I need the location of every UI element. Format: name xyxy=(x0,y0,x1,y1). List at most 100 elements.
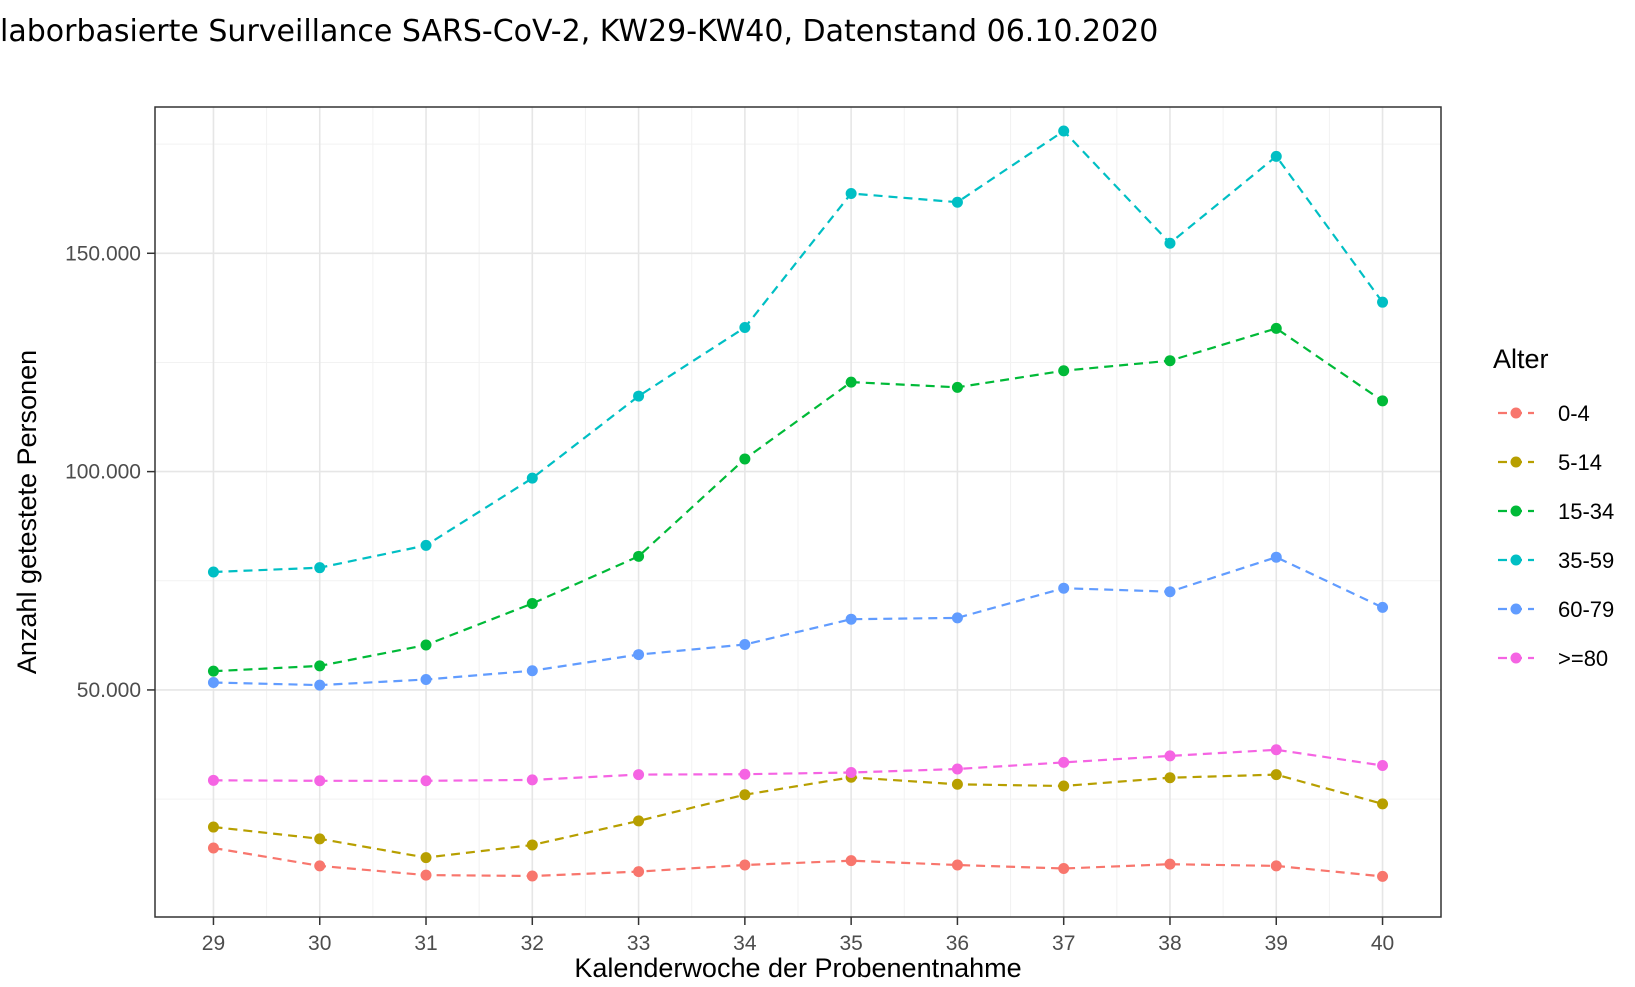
data-point xyxy=(1164,586,1176,598)
data-point xyxy=(1164,772,1176,784)
series-line-0 xyxy=(213,846,1383,878)
legend-label: 5-14 xyxy=(1558,450,1602,475)
data-point xyxy=(1164,237,1176,249)
data-point xyxy=(633,649,645,661)
data-point xyxy=(739,322,751,334)
x-tick-label: 34 xyxy=(733,932,757,955)
data-point xyxy=(1377,395,1389,407)
data-point xyxy=(1058,780,1070,792)
y-tick-label: 50.000 xyxy=(77,679,141,702)
data-point xyxy=(1164,750,1176,762)
legend-title: Alter xyxy=(1493,344,1549,374)
legend-label: 15-34 xyxy=(1558,499,1614,524)
y-tick-label: 150.000 xyxy=(65,242,141,265)
data-point xyxy=(633,390,645,402)
data-point xyxy=(951,859,963,871)
legend-key-point xyxy=(1510,554,1522,566)
data-point xyxy=(1164,355,1176,367)
axes: 29 30 31 32 33 34 35 36 37 38 39 40 50.000 100.000 150… xyxy=(65,242,1394,955)
data-point xyxy=(633,866,645,878)
legend-key-point xyxy=(1510,505,1522,517)
data-point xyxy=(1058,863,1070,875)
legend-label: 0-4 xyxy=(1558,401,1590,426)
data-point xyxy=(526,597,538,609)
data-point xyxy=(1270,150,1282,162)
x-tick-label: 36 xyxy=(946,932,969,955)
data-point xyxy=(845,376,857,388)
data-point xyxy=(1058,365,1070,377)
data-point xyxy=(420,673,432,685)
data-point xyxy=(845,187,857,199)
legend-key-point xyxy=(1510,652,1522,664)
page-title: laborbasierte Surveillance SARS-CoV-2, K… xyxy=(0,14,1159,49)
series-lines xyxy=(207,125,1389,882)
data-point xyxy=(314,562,326,574)
x-tick-label: 35 xyxy=(839,932,862,955)
data-point xyxy=(1270,860,1282,872)
data-point xyxy=(739,639,751,651)
data-point xyxy=(1058,582,1070,594)
legend-label: >=80 xyxy=(1558,646,1608,671)
data-point xyxy=(845,766,857,778)
y-tick-label: 100.000 xyxy=(65,461,141,484)
legend-key-point xyxy=(1510,603,1522,615)
data-point xyxy=(1377,798,1389,810)
data-point xyxy=(633,815,645,827)
data-point xyxy=(207,665,219,677)
data-point xyxy=(207,842,219,854)
data-point xyxy=(207,677,219,689)
x-tick-label: 29 xyxy=(202,932,225,955)
data-point xyxy=(1058,125,1070,137)
y-axis-title: Anzahl getestete Personen xyxy=(12,350,42,674)
data-point xyxy=(633,550,645,562)
data-point xyxy=(739,768,751,780)
legend-label: 60-79 xyxy=(1558,597,1614,622)
data-point xyxy=(207,566,219,578)
data-point xyxy=(1377,296,1389,308)
series-line-1 xyxy=(213,773,1383,859)
legend-key-point xyxy=(1510,407,1522,419)
data-point xyxy=(951,778,963,790)
data-point xyxy=(420,639,432,651)
series-line-2 xyxy=(213,327,1384,673)
data-point xyxy=(845,855,857,867)
data-point xyxy=(420,539,432,551)
x-tick-label: 32 xyxy=(521,932,544,955)
data-point xyxy=(951,196,963,208)
data-point xyxy=(207,774,219,786)
x-tick-label: 30 xyxy=(308,932,331,955)
x-tick-label: 37 xyxy=(1052,932,1075,955)
data-point xyxy=(1377,601,1389,613)
data-point xyxy=(951,381,963,393)
data-point xyxy=(314,775,326,787)
data-point xyxy=(526,870,538,882)
data-point xyxy=(633,769,645,781)
data-point xyxy=(314,679,326,691)
data-point xyxy=(951,763,963,775)
data-point xyxy=(1270,551,1282,563)
data-point xyxy=(314,860,326,872)
legend-label: 35-59 xyxy=(1558,548,1614,573)
data-point xyxy=(739,789,751,801)
legend: Alter 0-4 5-14 15-34 35-59 60-79 >=80 xyxy=(1493,344,1614,671)
data-point xyxy=(526,665,538,677)
data-point xyxy=(314,660,326,672)
data-point xyxy=(314,833,326,845)
data-point xyxy=(207,821,219,833)
data-point xyxy=(1270,769,1282,781)
data-point xyxy=(526,839,538,851)
data-point xyxy=(1270,744,1282,756)
series-line-4 xyxy=(213,556,1383,687)
data-point xyxy=(1377,759,1389,771)
series-line-3 xyxy=(213,129,1384,574)
data-point xyxy=(1377,870,1389,882)
x-tick-label: 38 xyxy=(1158,932,1181,955)
data-point xyxy=(845,613,857,625)
data-point xyxy=(420,852,432,864)
x-tick-label: 31 xyxy=(414,932,437,955)
plot-panel-border xyxy=(154,106,1442,918)
grid xyxy=(155,107,1441,917)
x-tick-label: 33 xyxy=(627,932,650,955)
x-axis-title: Kalenderwoche der Probenentnahme xyxy=(574,953,1021,983)
